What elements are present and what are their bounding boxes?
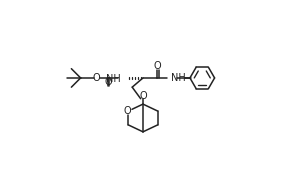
Text: NH: NH xyxy=(106,74,121,84)
Text: O: O xyxy=(154,61,161,71)
Text: NH: NH xyxy=(171,73,185,83)
Text: O: O xyxy=(93,73,101,83)
Text: O: O xyxy=(124,106,131,116)
Text: O: O xyxy=(105,77,112,87)
Text: O: O xyxy=(139,91,147,101)
